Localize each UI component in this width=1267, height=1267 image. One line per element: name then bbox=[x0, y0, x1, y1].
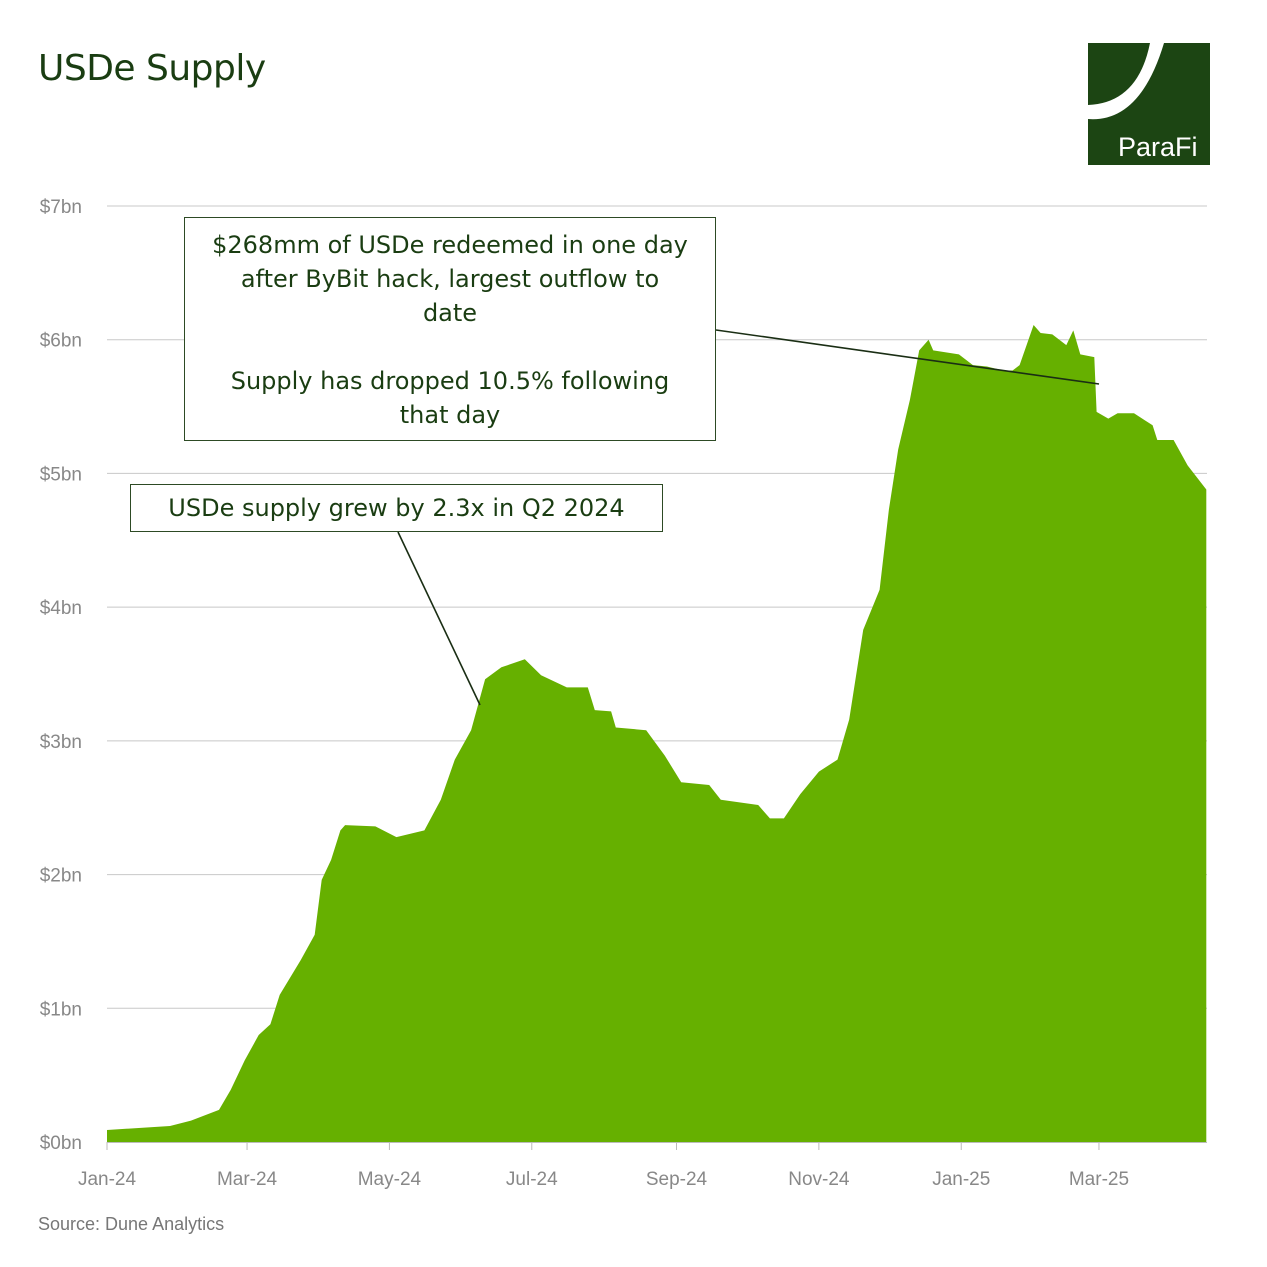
x-tick-label: Mar-25 bbox=[1069, 1169, 1129, 1190]
parafi-logo: ParaFi bbox=[1088, 43, 1210, 165]
y-tick-label: $0bn bbox=[40, 1133, 82, 1154]
y-tick-label: $2bn bbox=[40, 866, 82, 887]
annotation-text: USDe supply grew by 2.3x in Q2 2024 bbox=[168, 494, 625, 522]
x-tick-label: Sep-24 bbox=[646, 1169, 708, 1190]
annotation-text: after ByBit hack, largest outflow to bbox=[240, 265, 660, 293]
chart-title: USDe Supply bbox=[38, 48, 266, 89]
svg-text:ParaFi: ParaFi bbox=[1118, 132, 1198, 162]
annotation-pointer-redemption bbox=[715, 329, 1100, 385]
y-tick-label: $1bn bbox=[40, 999, 82, 1020]
x-tick-label: Mar-24 bbox=[217, 1169, 278, 1190]
source-note: Source: Dune Analytics bbox=[38, 1214, 225, 1234]
y-tick-label: $7bn bbox=[40, 197, 82, 218]
x-tick-label: May-24 bbox=[358, 1169, 422, 1190]
annotation-text: Supply has dropped 10.5% following bbox=[230, 367, 670, 395]
annotation-text: $268mm of USDe redeemed in one day bbox=[212, 231, 688, 259]
x-tick-label: Jan-25 bbox=[932, 1169, 990, 1190]
x-tick-label: Jan-24 bbox=[78, 1169, 137, 1190]
x-tick-label: Jul-24 bbox=[506, 1169, 558, 1190]
y-tick-label: $6bn bbox=[40, 331, 82, 352]
x-tick-label: Nov-24 bbox=[788, 1169, 850, 1190]
annotation-text: date bbox=[422, 299, 478, 327]
y-tick-label: $4bn bbox=[40, 598, 82, 619]
y-tick-label: $5bn bbox=[40, 464, 82, 485]
annotation-growth: USDe supply grew by 2.3x in Q2 2024 bbox=[130, 484, 663, 532]
y-axis: $0bn $1bn $2bn $3bn $4bn $5bn $6bn $7bn bbox=[40, 197, 82, 1154]
supply-area bbox=[107, 325, 1207, 1142]
annotation-pointer-growth bbox=[397, 531, 481, 706]
x-axis: Jan-24 Mar-24 May-24 Jul-24 Sep-24 Nov-24 Jan-… bbox=[78, 1142, 1207, 1190]
y-tick-label: $3bn bbox=[40, 732, 82, 753]
annotation-text: that day bbox=[399, 401, 501, 429]
annotation-redemption: $268mm of USDe redeemed in one day after… bbox=[184, 217, 716, 441]
